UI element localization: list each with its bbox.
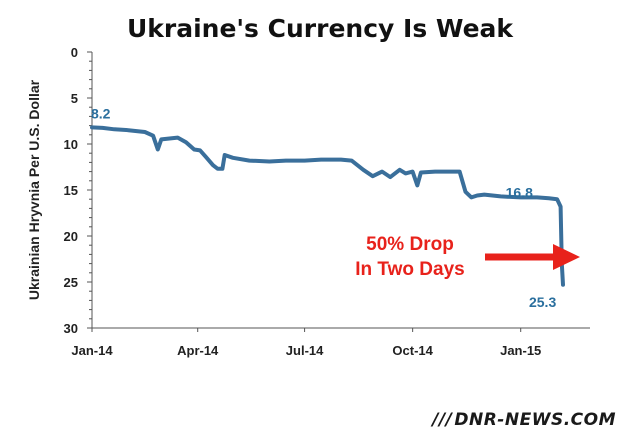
x-tick-label: Jul-14 (286, 343, 324, 358)
y-tick-label: 0 (71, 45, 78, 60)
callout-arrow-head (553, 244, 580, 270)
x-tick-label: Apr-14 (177, 343, 219, 358)
drop-callout: 50% Drop In Two Days (355, 234, 580, 280)
y-tick-label: 15 (64, 183, 78, 198)
watermark: ///DNR-NEWS.COM (432, 410, 616, 430)
data-label: 16.8 (506, 185, 533, 201)
y-tick-label: 20 (64, 229, 78, 244)
series-line (90, 125, 565, 287)
x-tick-label: Jan-15 (500, 343, 541, 358)
data-label: 25.3 (529, 294, 556, 310)
callout-text: 50% Drop (366, 234, 454, 255)
x-tick-label: Oct-14 (392, 343, 433, 358)
series (90, 125, 565, 287)
data-labels: 8.2 16.8 25.3 (91, 105, 556, 309)
y-tick-label: 10 (64, 137, 78, 152)
watermark-slashes: /// (432, 410, 453, 430)
y-ticks: 0 5 10 15 20 25 30 (64, 45, 78, 336)
data-label: 8.2 (91, 105, 111, 121)
callout-text: In Two Days (355, 259, 464, 280)
x-tick-label: Jan-14 (71, 343, 113, 358)
y-tick-label: 25 (64, 275, 78, 290)
y-tick-label: 5 (71, 91, 78, 106)
chart-title: Ukraine's Currency Is Weak (126, 14, 514, 43)
axes (87, 51, 590, 332)
watermark-text: DNR-NEWS.COM (454, 410, 616, 430)
x-ticks: Jan-14 Apr-14 Jul-14 Oct-14 Jan-15 (71, 343, 541, 358)
y-tick-label: 30 (64, 321, 78, 336)
